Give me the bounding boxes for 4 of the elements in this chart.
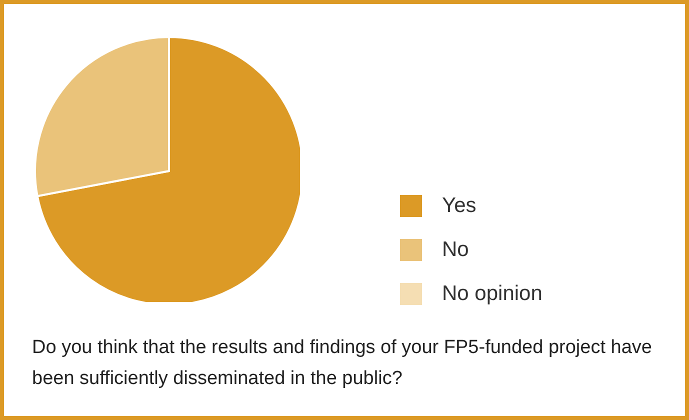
legend-label: No opinion	[442, 282, 542, 306]
text: Do you think that the results and findings of your FP5-funded project have been sufficiently disseminated in the public?	[32, 336, 653, 391]
legend-label: Yes	[442, 194, 476, 218]
legend-label: No	[442, 238, 469, 262]
